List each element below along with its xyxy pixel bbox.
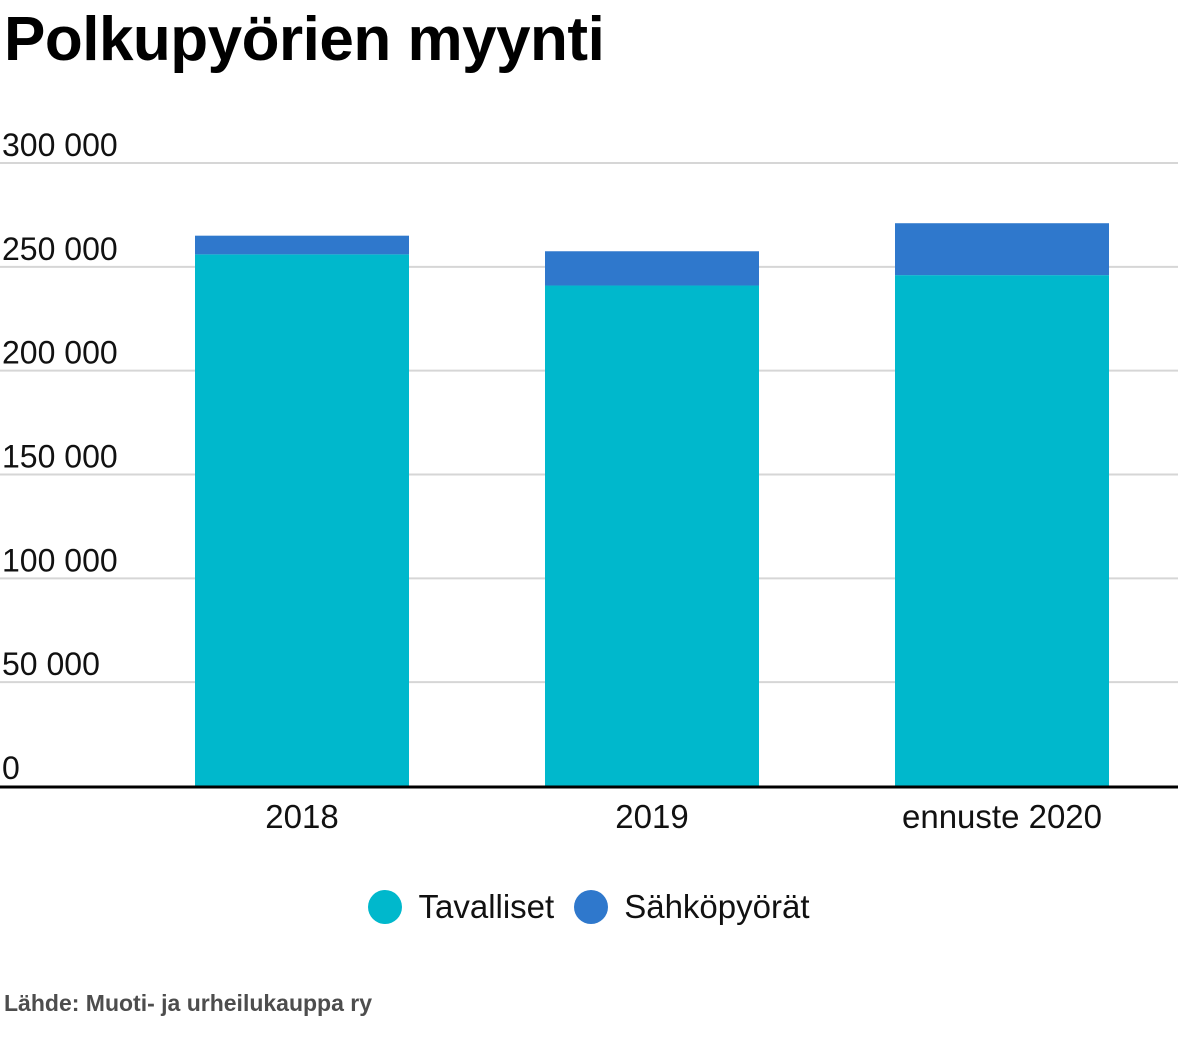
bar-segment-sahkopyorat	[895, 223, 1109, 276]
x-tick-label: 2018	[265, 798, 338, 835]
y-tick-label: 250 000	[2, 231, 118, 267]
legend-label-tavalliset: Tavalliset	[418, 888, 555, 925]
legend: Tavalliset Sähköpyörät	[0, 884, 1178, 930]
y-tick-label: 0	[2, 750, 20, 786]
legend-swatch-sahkopyorat	[574, 890, 609, 924]
y-tick-label: 100 000	[2, 542, 118, 578]
bar-segment-tavalliset	[545, 285, 759, 786]
x-tick-label: ennuste 2020	[902, 798, 1102, 835]
bar-segment-tavalliset	[195, 254, 409, 786]
y-tick-label: 200 000	[2, 335, 118, 371]
chart-title: Polkupyörien myynti	[4, 5, 605, 74]
y-tick-label: 300 000	[2, 127, 118, 163]
y-tick-label: 50 000	[2, 646, 100, 682]
x-tick-label: 2019	[615, 798, 688, 835]
legend-item-tavalliset: Tavalliset	[368, 888, 554, 926]
source-note: Lähde: Muoti- ja urheilukauppa ry	[4, 990, 373, 1016]
bars	[195, 223, 1109, 786]
bar-segment-sahkopyorat	[545, 251, 759, 286]
legend-label-sahkopyorat: Sähköpyörät	[624, 888, 810, 925]
legend-swatch-tavalliset	[368, 890, 403, 924]
bar-segment-tavalliset	[895, 275, 1109, 786]
legend-item-sahkopyorat: Sähköpyörät	[574, 888, 810, 926]
x-axis-tick-labels: 2018 2019 ennuste 2020	[265, 798, 1102, 835]
y-tick-label: 150 000	[2, 439, 118, 475]
bar-segment-sahkopyorat	[195, 235, 409, 255]
y-axis-tick-labels: 0 50 000 100 000 150 000 200 000 250 000 300 0…	[2, 127, 118, 786]
